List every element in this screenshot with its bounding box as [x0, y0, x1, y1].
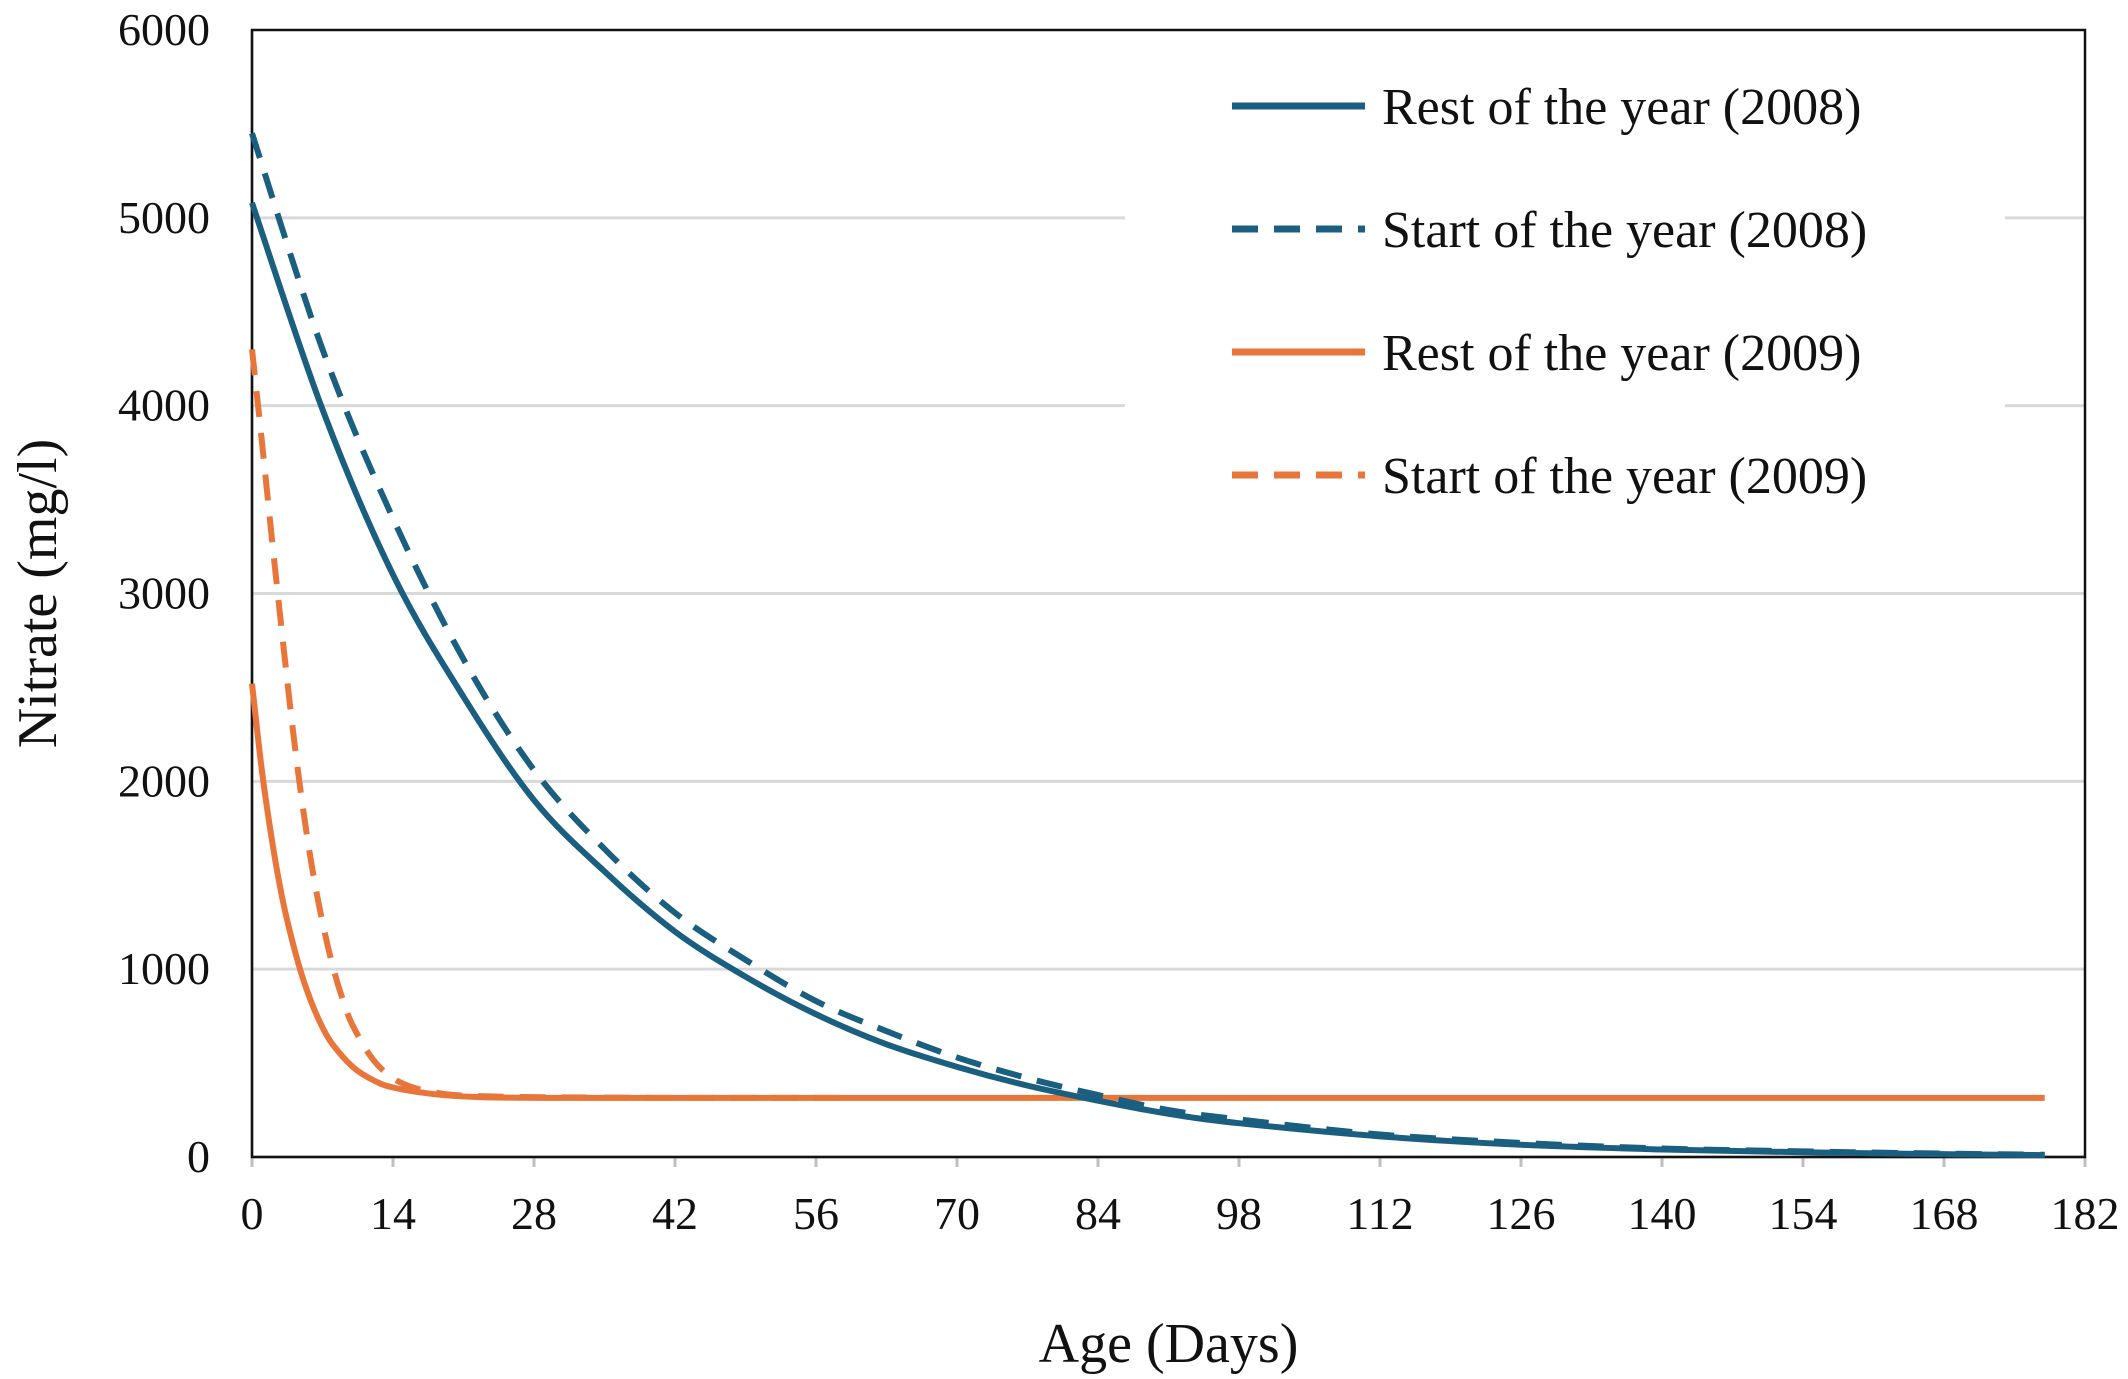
y-tick-label: 4000 [118, 380, 210, 431]
x-tick-label: 42 [652, 1188, 698, 1239]
legend-label-0: Rest of the year (2008) [1382, 79, 1861, 136]
x-tick-label: 126 [1487, 1188, 1556, 1239]
y-tick-label: 6000 [118, 4, 210, 55]
x-tick-label: 140 [1628, 1188, 1697, 1239]
x-tick-label: 98 [1216, 1188, 1262, 1239]
x-tick-label: 84 [1075, 1188, 1121, 1239]
x-tick-label: 182 [2051, 1188, 2120, 1239]
x-tick-label: 112 [1346, 1188, 1413, 1239]
x-tick-label: 168 [1910, 1188, 1979, 1239]
x-tick-label: 28 [511, 1188, 557, 1239]
x-axis-title: Age (Days) [1039, 1313, 1299, 1375]
series-line-0 [249, 201, 2045, 1159]
y-tick-label: 3000 [118, 568, 210, 619]
x-tick-label: 154 [1769, 1188, 1838, 1239]
legend: Rest of the year (2008) Start of the year… [1125, 50, 2005, 505]
y-tick-label: 5000 [118, 192, 210, 243]
x-tick-label: 14 [370, 1188, 416, 1239]
legend-background [1125, 50, 2005, 500]
legend-label-3: Start of the year (2009) [1382, 448, 1867, 505]
y-tick-label: 2000 [118, 755, 210, 806]
y-tick-label: 0 [187, 1131, 210, 1182]
legend-label-2: Rest of the year (2009) [1382, 325, 1861, 382]
y-axis-title: Nitrate (mg/l) [7, 439, 69, 748]
y-tick-label: 1000 [118, 943, 210, 994]
series-lines [249, 132, 2045, 1159]
legend-label-1: Start of the year (2008) [1382, 202, 1867, 259]
x-tick-label: 0 [241, 1188, 264, 1239]
plot-frame [250, 28, 2087, 1159]
x-tick-label: 56 [793, 1188, 839, 1239]
x-tick-label: 70 [934, 1188, 980, 1239]
series-line-2 [249, 683, 2045, 1101]
axes: 0 1000 2000 3000 4000 5000 6000 0 14 28 42 56 70 84 98… [118, 4, 2120, 1239]
